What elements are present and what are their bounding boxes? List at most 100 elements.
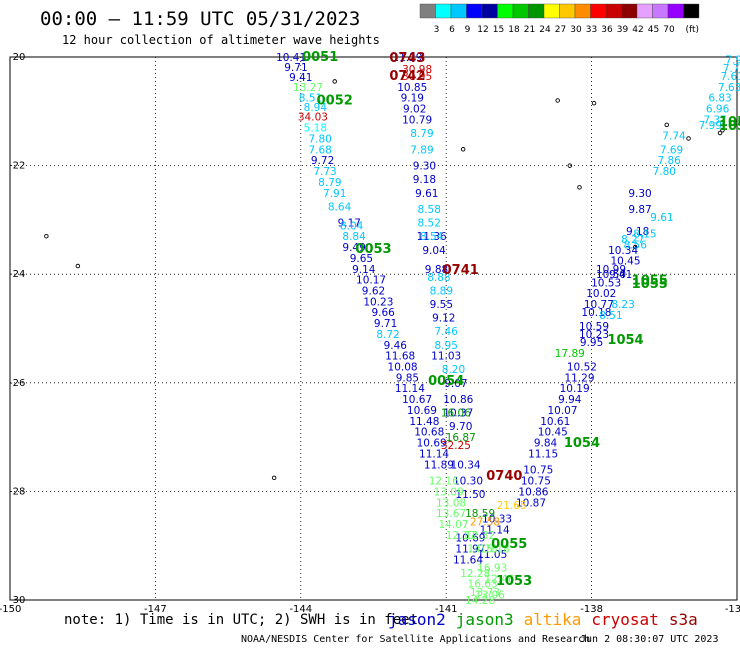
wave-height-value: 10.53 (591, 277, 621, 289)
wave-height-value: 9.18 (626, 226, 649, 238)
wave-height-value: 10.08 (388, 362, 418, 374)
wave-height-value: 10.23 (579, 329, 609, 341)
wave-height-value: 10.45 (610, 256, 640, 268)
wave-height-value: 13.09 (434, 486, 464, 498)
island-marker (44, 233, 49, 239)
wave-height-value: 11.14 (480, 524, 510, 536)
wave-height-value: 12.16 (429, 476, 459, 488)
pass-label: 1054 (564, 436, 600, 451)
x-tick-label: -13 (725, 604, 740, 615)
wave-height-value: 9.41 (289, 72, 312, 84)
wave-height-value: 11.48 (409, 416, 439, 428)
wave-height-value: 10.68 (414, 427, 444, 439)
wave-height-value: 10.50 (596, 269, 626, 281)
colorbar-tick-label: 45 (648, 25, 659, 35)
wave-height-value: 9.19 (401, 93, 424, 105)
wave-height-value: 10.30 (453, 476, 483, 488)
island-marker (591, 100, 597, 106)
wave-height-value: 8.84 (342, 231, 366, 243)
y-tick-label: -20 (9, 52, 25, 63)
pass-label: 1055 (632, 277, 668, 292)
colorbar-swatch (683, 3, 700, 19)
wave-height-value: 7.80 (308, 133, 331, 145)
colorbar: 3 6 9 12 15 18 21 24 27 30 33 36 39 42 45 70 (ft) (419, 3, 700, 35)
wave-height-value: 11.89 (424, 459, 454, 471)
wave-height-value: 10.85 (397, 82, 427, 94)
wave-height-value: 11.14 (419, 448, 449, 460)
wave-height-value: 10.67 (402, 394, 432, 406)
wave-height-value: 9.88 (425, 264, 448, 276)
wave-height-value: 11.29 (392, 52, 422, 64)
wave-height-value: 8.04 (340, 220, 364, 232)
wave-height-value: 13.67 (436, 508, 466, 520)
footer-note: note: 1) Time is in UTC; 2) SWH is in fe… (64, 612, 419, 628)
island-marker (686, 136, 691, 141)
satellite-legend-entry: s3a (668, 610, 698, 629)
wave-height-value: 9.30 (628, 188, 651, 200)
wave-height-value: 9.46 (384, 340, 408, 352)
pass-label: 1056 (719, 119, 740, 134)
wave-height-value: 9.14 (352, 264, 376, 276)
wave-height-value: 9.04 (422, 245, 446, 257)
wave-height-value: 7.68 (308, 144, 331, 156)
pass-label: 0741 (443, 263, 479, 278)
island-marker (271, 475, 277, 481)
wave-height-value: 8.88 (427, 272, 450, 284)
wave-height-value: 27.58 (470, 516, 500, 528)
wave-height-value: 11.50 (455, 489, 485, 501)
wave-height-value: 11.68 (385, 351, 415, 363)
wave-height-value: 8.95 (435, 340, 458, 352)
wave-height-value: 8.27 (621, 234, 644, 246)
wave-height-value: 10.99 (596, 264, 626, 276)
wave-height-value: 11.36 (417, 231, 447, 243)
pass-label: 0052 (317, 93, 353, 108)
wave-height-value: 12.46 (484, 573, 514, 585)
wave-height-value: 9.07 (444, 378, 467, 390)
island-marker (75, 263, 81, 269)
satellite-legend: jason2 jason3 altika cryosat s3a (388, 610, 708, 629)
page-title: 00:00 – 11:59 UTC 05/31/2023 (40, 8, 361, 30)
colorbar-tick-label: 33 (586, 25, 597, 35)
colorbar-tick-label: 21 (524, 25, 535, 35)
wave-height-value: 10.37 (443, 408, 473, 420)
wave-height-value: 9.95 (580, 337, 603, 349)
wave-height-value: 7.63 (718, 82, 740, 94)
wave-height-value: 10.23 (363, 296, 393, 308)
wave-height-value: 11.03 (431, 351, 461, 363)
wave-height-value: 8.58 (418, 204, 441, 216)
wave-height-value: 9.17 (338, 218, 361, 230)
colorbar-tick-label: 36 (601, 25, 613, 35)
wave-height-value: 9.02 (403, 104, 426, 116)
wave-height-value: 7.76 (723, 63, 740, 75)
wave-height-value: 8.51 (599, 310, 622, 322)
wave-height-value: 17.89 (555, 348, 585, 360)
wave-height-value: 13.27 (293, 82, 323, 94)
wave-height-value: 7.46 (435, 326, 459, 338)
island-marker (632, 244, 638, 250)
colorbar-tick-label: 30 (570, 25, 582, 35)
wave-height-value: 9.71 (374, 318, 397, 330)
wave-height-value: 9.71 (284, 62, 307, 74)
wave-height-value: 9.94 (558, 394, 582, 406)
wave-height-value: 8.94 (304, 102, 328, 114)
wave-height-value: 21.65 (497, 500, 527, 512)
wave-height-value: 15.18 (480, 543, 510, 555)
pass-label: 1053 (496, 574, 532, 589)
wave-height-value: 16.93 (477, 562, 507, 574)
wave-height-value: 9.84 (534, 438, 558, 450)
pass-label: 0743 (389, 51, 425, 66)
wave-height-value: 10.02 (586, 288, 616, 300)
colorbar-unit: (ft) (686, 25, 700, 35)
wave-height-value: 8.89 (430, 285, 453, 297)
wave-height-value: 13.06 (475, 590, 505, 602)
wave-height-value: 32.25 (441, 440, 471, 452)
wave-height-value: 9.49 (342, 242, 365, 254)
wave-height-value: 7.69 (660, 144, 683, 156)
wave-height-value: 16.06 (441, 408, 471, 420)
wave-height-value: 10.41 (276, 52, 306, 64)
colorbar-tick-label: 12 (477, 25, 488, 35)
wave-height-value: 8.72 (376, 329, 399, 341)
wave-height-value: 8.20 (442, 364, 465, 376)
